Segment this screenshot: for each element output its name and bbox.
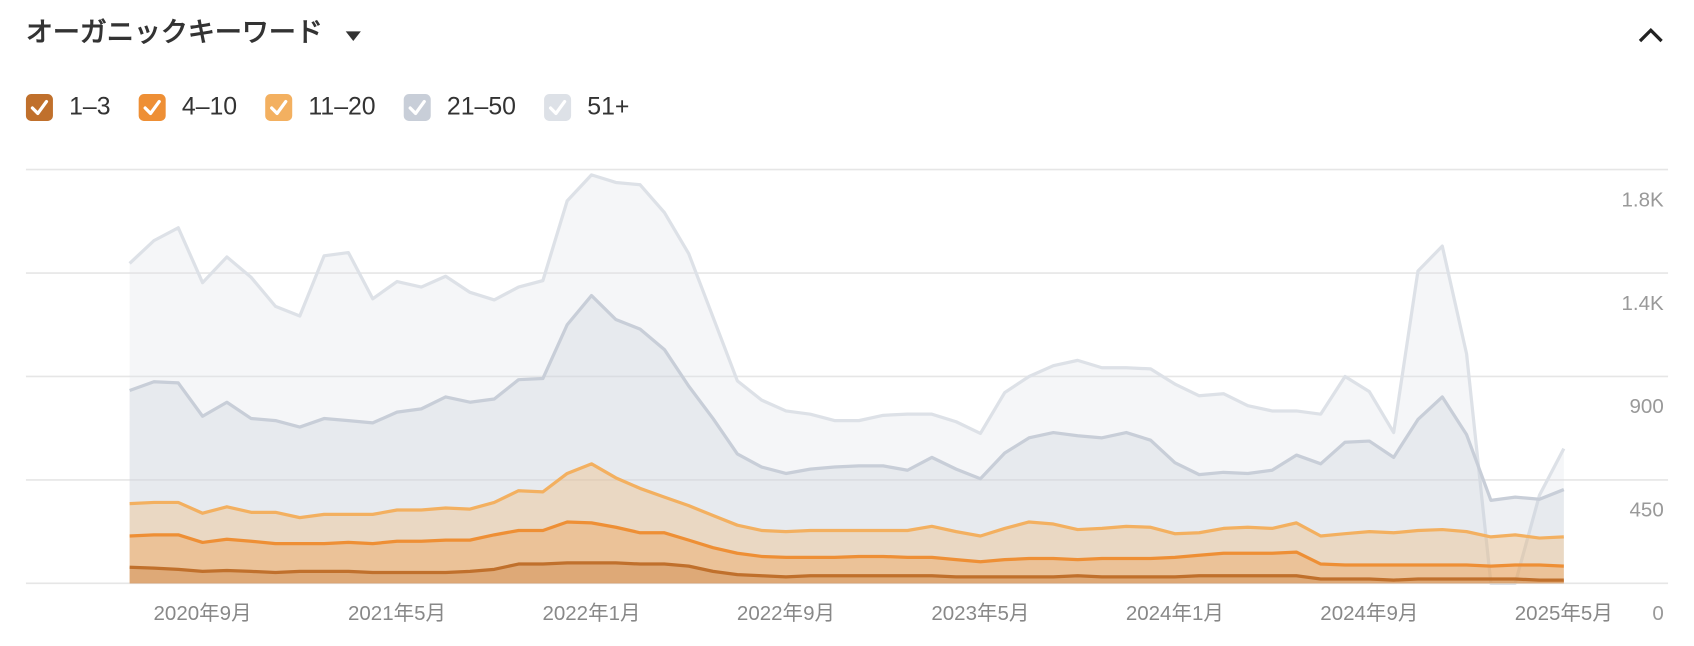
x-tick-label: 2024年1月 — [1126, 602, 1224, 625]
x-tick-label: 2024年9月 — [1320, 602, 1418, 625]
legend-label: 21–50 — [447, 94, 516, 121]
legend-label: 4–10 — [182, 94, 237, 121]
dropdown-arrow[interactable] — [345, 31, 361, 42]
checkmark — [408, 99, 426, 116]
legend-label: 51+ — [587, 94, 629, 121]
checkmark — [548, 99, 567, 116]
y-tick-label: 450 — [1630, 499, 1664, 522]
checkmark — [270, 99, 288, 116]
checkmark — [143, 99, 161, 116]
y-tick-label: 1.4K — [1622, 292, 1665, 315]
collapse-button[interactable] — [1638, 27, 1663, 43]
legend-item[interactable]: 1–3 — [25, 93, 111, 121]
series-line — [129, 561, 1564, 582]
x-tick-label: 2023年5月 — [931, 602, 1029, 625]
y-tick-label: 1.8K — [1622, 188, 1665, 211]
legend-item[interactable]: 4–10 — [138, 93, 237, 121]
series-line — [129, 293, 1565, 502]
legend-checkbox — [138, 93, 166, 121]
legend-item[interactable]: 51+ — [544, 94, 629, 121]
x-tick-label: 2025年5月 — [1515, 602, 1613, 625]
legend-item[interactable]: 11–20 — [265, 93, 376, 121]
x-tick-label: 2021年5月 — [348, 602, 446, 625]
series-line — [129, 520, 1564, 568]
legend-item[interactable]: 21–50 — [403, 93, 516, 121]
legend-checkbox — [265, 93, 293, 121]
legend-checkbox — [403, 93, 431, 121]
series-line — [128, 173, 1566, 585]
y-tick-label: 0 — [1652, 602, 1663, 625]
legend-label: 1–3 — [69, 94, 110, 121]
panel-title[interactable]: オーガニックキーワード — [26, 18, 323, 48]
legend-checkbox — [544, 93, 572, 121]
area-fill — [129, 295, 1564, 584]
x-tick-label: 2022年1月 — [542, 602, 640, 625]
series-line — [129, 462, 1564, 540]
area-fill — [129, 174, 1564, 584]
checkmark — [30, 99, 49, 116]
legend-checkbox — [25, 93, 53, 121]
area-fill — [129, 562, 1564, 584]
y-tick-label: 900 — [1630, 395, 1664, 418]
x-tick-label: 2020年9月 — [154, 602, 252, 625]
x-tick-label: 2022年9月 — [737, 602, 835, 625]
legend-label: 11–20 — [308, 94, 375, 121]
